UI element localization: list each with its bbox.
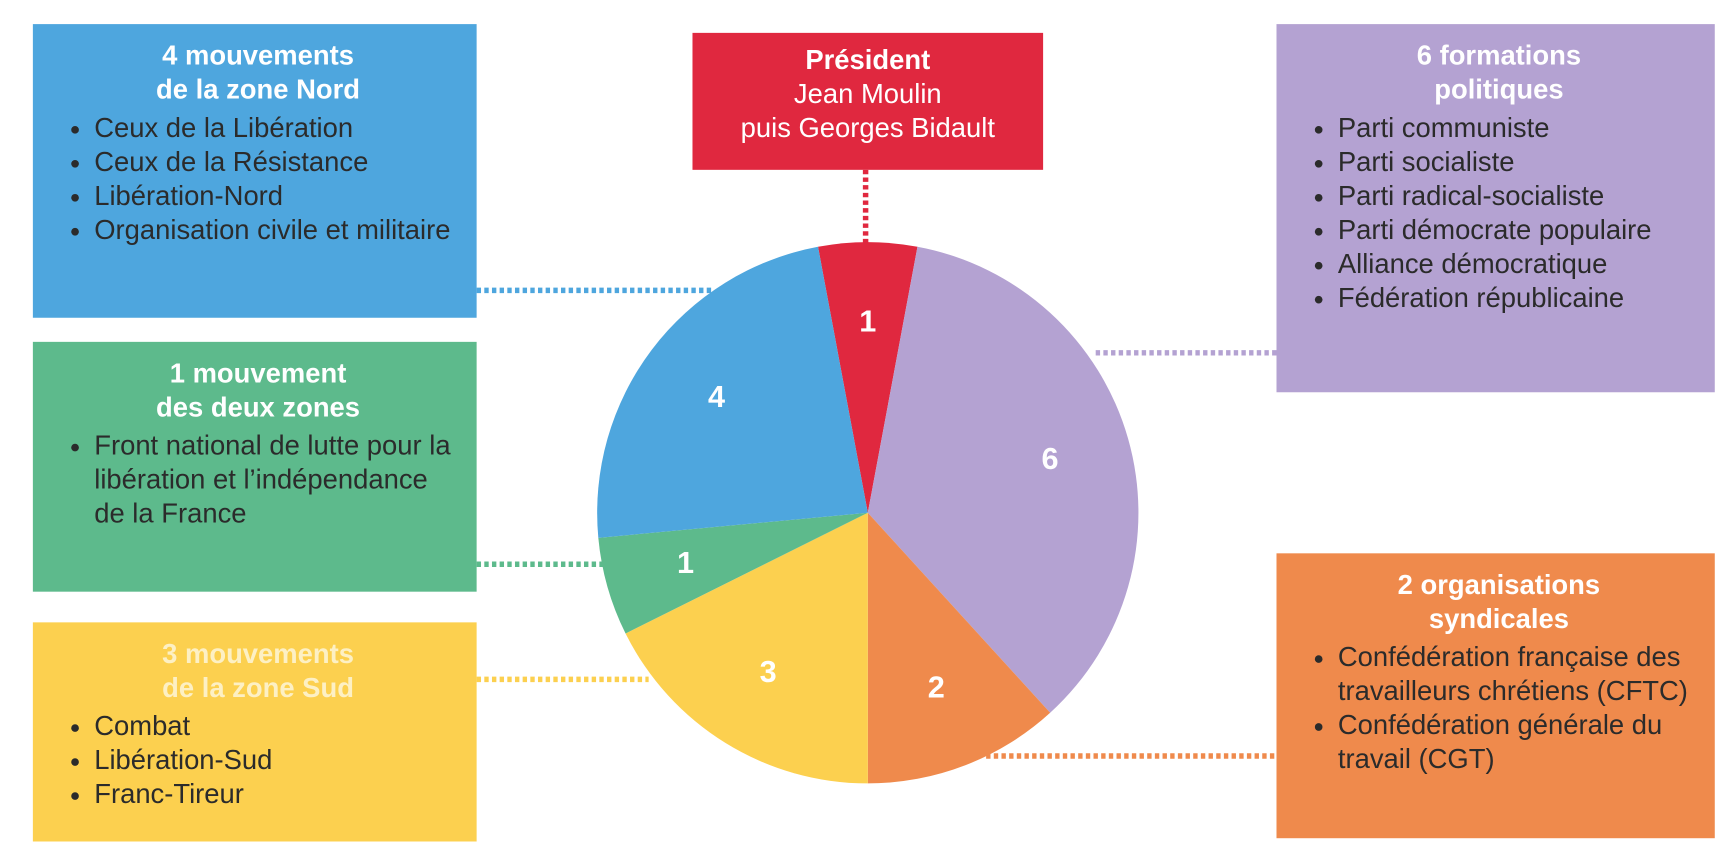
list-item: Libération-Nord [94, 180, 457, 214]
box-line: Jean Moulin [793, 78, 942, 110]
box-title: 6 formations politiques [1303, 39, 1695, 107]
slice-label: 2 [928, 671, 945, 705]
title-line: politiques [1434, 74, 1564, 106]
annotation-box: Président Jean Moulin puis Georges Bidault [692, 32, 1044, 170]
pie-slice [597, 246, 868, 538]
box-title: 4 mouvements de la zone Nord [59, 39, 457, 107]
slice-label: 1 [859, 304, 876, 338]
pie-slice [625, 512, 868, 784]
title-line: syndicales [1428, 603, 1569, 635]
list-item: Ceux de la Résistance [94, 146, 457, 180]
list-item: Parti radical-socialiste [1338, 180, 1695, 214]
item-list: CombatLibération-SudFranc-Tireur [59, 710, 457, 812]
pie-slice [867, 246, 1139, 713]
list-item: Confédération générale du travail (CGT) [1338, 709, 1695, 777]
pie-slice [818, 242, 918, 513]
list-item: Front national de lutte pour la libérati… [94, 430, 457, 532]
list-item: Organisation civile et militaire [94, 214, 457, 248]
box-title: 1 mouvement des deux zones [59, 357, 457, 425]
list-item: Alliance démocratique [1338, 248, 1695, 282]
item-list: Front national de lutte pour la libérati… [59, 430, 457, 532]
box-title: Président [703, 44, 1032, 78]
title-line: des deux zones [156, 392, 361, 423]
slice-label: 3 [760, 655, 777, 689]
list-item: Libération-Sud [94, 744, 457, 778]
title-line: 2 organisations [1397, 569, 1601, 601]
list-item: Franc-Tireur [94, 778, 457, 812]
slice-label: 4 [708, 380, 725, 414]
list-item: Fédération républicaine [1338, 282, 1695, 316]
pie: 1 6 2 3 1 4 [597, 242, 1139, 784]
box-title: 2 organisations syndicales [1303, 569, 1695, 637]
list-item: Combat [94, 710, 457, 744]
title-line: 4 mouvements [162, 40, 354, 72]
slice-label: 6 [1041, 442, 1058, 476]
annotation-box: 6 formationspolitiquesParti communistePa… [1276, 24, 1715, 393]
box-line: puis Georges Bidault [740, 112, 995, 144]
pie-slice [598, 512, 868, 634]
list-item: Ceux de la Libération [94, 112, 457, 146]
title-line: de la zone Nord [156, 74, 361, 106]
pie-slice [867, 512, 1051, 784]
title-line: de la zone Sud [162, 672, 354, 704]
list-item: Confédération française des travailleurs… [1338, 641, 1695, 709]
title-line: 3 mouvements [162, 638, 354, 670]
annotation-box: 2 organisationssyndicalesConfédération f… [1276, 553, 1715, 839]
item-list: Parti communisteParti socialisteParti ra… [1303, 112, 1695, 316]
title-line: Président [805, 44, 931, 76]
box-title: 3 mouvements de la zone Sud [59, 638, 457, 706]
item-list: Confédération française des travailleurs… [1303, 641, 1695, 777]
item-list: Ceux de la LibérationCeux de la Résistan… [59, 112, 457, 248]
list-item: Parti communiste [1338, 112, 1695, 146]
list-item: Parti démocrate populaire [1338, 214, 1695, 248]
title-line: 1 mouvement [169, 358, 347, 389]
connectors [476, 169, 1277, 759]
slice-label: 1 [677, 546, 694, 580]
list-item: Parti socialiste [1338, 146, 1695, 180]
title-line: 6 formations [1416, 40, 1582, 72]
